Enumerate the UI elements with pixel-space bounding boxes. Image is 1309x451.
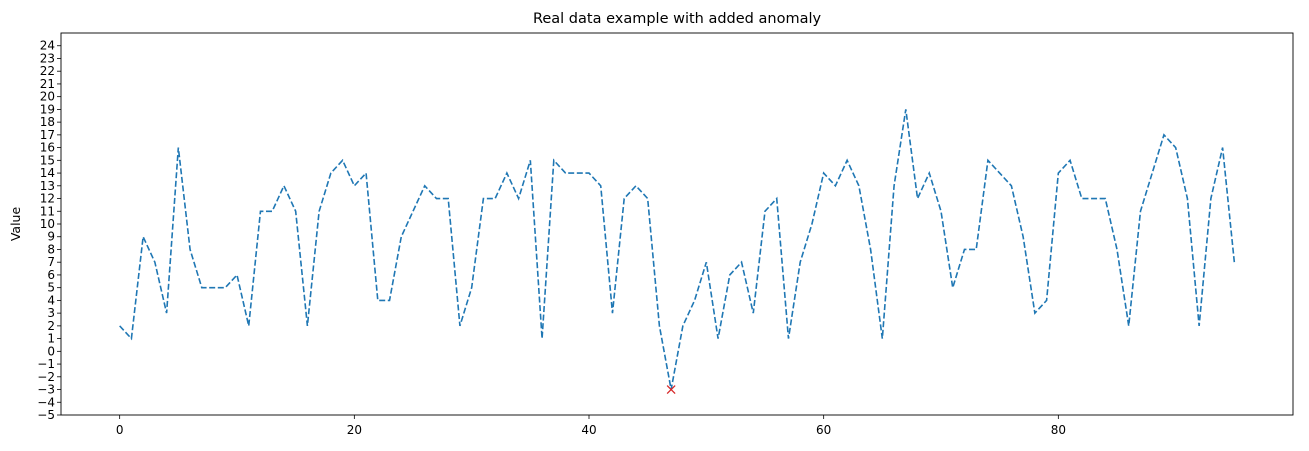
y-tick-label: 14 [40,166,55,180]
y-tick-label: 21 [40,77,55,91]
y-tick-label: 4 [47,293,55,307]
y-tick-label: 10 [40,217,55,231]
y-tick-label: 6 [47,268,55,282]
x-tick-label: 80 [1051,423,1066,437]
plot-frame [60,32,1294,416]
y-tick-label: 23 [40,51,55,65]
x-tick-label: 60 [816,423,831,437]
y-tick-label: 19 [40,102,55,116]
y-tick-label: 3 [47,306,55,320]
y-tick-label: 5 [47,281,55,295]
y-tick-label: 22 [40,64,55,78]
y-tick-label: 20 [40,90,55,104]
y-tick-label: −4 [37,395,55,409]
anomaly-marker [666,385,676,394]
chart-title: Real data example with added anomaly [533,11,822,27]
y-tick-label: 9 [47,230,55,244]
y-axis-ticks: −5−4−3−2−1012345678910111213141516171819… [37,39,61,422]
y-tick-label: 13 [40,179,55,193]
x-tick-label: 0 [116,423,124,437]
x-tick-label: 40 [581,423,596,437]
y-tick-label: 24 [40,39,55,53]
y-tick-label: −2 [37,370,55,384]
y-tick-label: 15 [40,153,55,167]
y-tick-label: −5 [37,408,55,422]
y-axis-label: Value [8,207,23,242]
y-tick-label: 0 [47,344,55,358]
y-tick-label: 12 [40,192,55,206]
y-tick-label: −3 [37,383,55,397]
y-tick-label: 18 [40,115,55,129]
series-line [119,109,1236,390]
y-tick-label: 2 [47,319,55,333]
y-tick-label: 17 [40,128,55,142]
y-tick-label: −1 [37,357,55,371]
x-tick-label: 20 [347,423,362,437]
x-axis-ticks: 0 20 40 60 80 [116,415,1066,437]
y-tick-label: 16 [40,141,55,155]
y-tick-label: 8 [47,242,55,256]
y-tick-label: 1 [47,332,55,346]
y-tick-label: 7 [47,255,55,269]
y-tick-label: 11 [40,204,55,218]
anomaly-markers [666,385,676,394]
